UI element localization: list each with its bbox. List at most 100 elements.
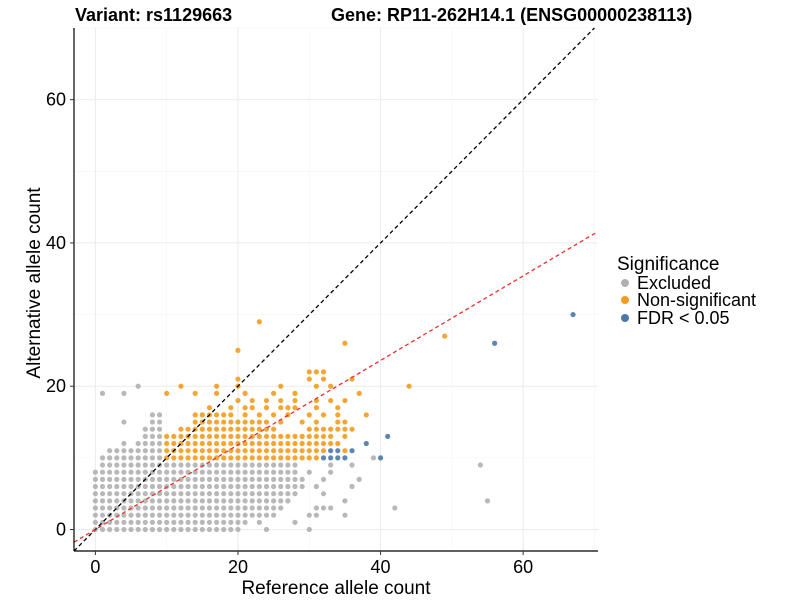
data-point-non-significant	[328, 440, 334, 447]
data-point-non-significant	[342, 397, 348, 404]
data-point-excluded	[149, 462, 156, 468]
data-point-non-significant	[206, 433, 213, 439]
data-point-excluded	[149, 426, 156, 432]
data-point-non-significant	[320, 448, 327, 454]
data-point-excluded	[171, 505, 177, 511]
data-point-excluded	[271, 469, 277, 475]
data-point-non-significant	[213, 426, 220, 432]
data-point-excluded	[228, 476, 234, 482]
data-point-excluded	[178, 469, 184, 475]
data-point-excluded	[242, 462, 248, 468]
data-point-excluded	[285, 462, 291, 468]
data-point-excluded	[171, 491, 177, 497]
data-point-non-significant	[199, 433, 205, 439]
data-point-non-significant	[171, 440, 177, 447]
data-point-non-significant	[299, 448, 305, 454]
data-point-excluded	[199, 498, 205, 504]
data-point-excluded	[199, 512, 205, 518]
data-point-non-significant	[285, 455, 291, 461]
data-point-excluded	[149, 512, 156, 518]
data-point-non-significant	[213, 383, 220, 389]
data-point-excluded	[142, 455, 148, 461]
data-point-non-significant	[199, 448, 205, 454]
data-point-excluded	[206, 476, 213, 482]
data-point-excluded	[306, 512, 312, 518]
data-point-non-significant	[242, 448, 248, 454]
data-point-excluded	[128, 512, 134, 518]
data-point-excluded	[149, 440, 156, 447]
data-point-non-significant	[178, 433, 184, 439]
data-point-excluded	[121, 491, 127, 497]
data-point-excluded	[92, 469, 98, 475]
x-tick-label: 60	[513, 557, 533, 577]
data-point-fdr-0-05	[328, 455, 334, 461]
data-point-excluded	[114, 491, 120, 497]
data-point-excluded	[285, 469, 291, 475]
data-point-non-significant	[221, 426, 227, 432]
data-point-excluded	[199, 526, 205, 533]
data-point-excluded	[249, 462, 255, 468]
data-point-excluded	[135, 440, 141, 447]
y-tick-label: 40	[46, 233, 66, 253]
data-point-non-significant	[228, 405, 234, 411]
data-point-excluded	[342, 512, 348, 518]
data-point-excluded	[228, 462, 234, 468]
data-point-non-significant	[342, 433, 348, 439]
data-point-excluded	[213, 483, 220, 490]
data-point-excluded	[242, 483, 248, 490]
data-point-excluded	[121, 469, 127, 475]
x-axis-title: Reference allele count	[241, 578, 431, 599]
data-point-excluded	[199, 476, 205, 482]
data-point-excluded	[271, 498, 277, 504]
data-point-excluded	[178, 476, 184, 482]
data-point-non-significant	[263, 397, 270, 404]
data-point-excluded	[221, 512, 227, 518]
data-point-excluded	[149, 455, 156, 461]
data-point-excluded	[228, 498, 234, 504]
data-point-non-significant	[342, 426, 348, 432]
data-point-non-significant	[256, 419, 262, 425]
data-point-excluded	[92, 483, 98, 490]
data-point-excluded	[149, 448, 156, 454]
data-point-excluded	[114, 448, 120, 454]
data-point-excluded	[156, 448, 163, 454]
data-point-excluded	[121, 476, 127, 482]
axis-ticks: 0 20 40 60 0 20 40 60	[46, 90, 533, 577]
data-point-excluded	[156, 526, 163, 533]
data-point-excluded	[320, 505, 327, 511]
data-point-excluded	[249, 512, 255, 518]
data-point-excluded	[178, 526, 184, 533]
data-point-excluded	[99, 483, 106, 490]
data-point-excluded	[206, 505, 213, 511]
data-point-excluded	[249, 483, 255, 490]
data-point-non-significant	[192, 440, 198, 447]
data-point-excluded	[149, 519, 156, 525]
data-point-excluded	[256, 519, 262, 525]
data-point-excluded	[185, 526, 191, 533]
data-point-non-significant	[313, 455, 319, 461]
data-point-non-significant	[285, 440, 291, 447]
data-point-non-significant	[285, 433, 291, 439]
data-point-excluded	[206, 526, 213, 533]
data-point-non-significant	[228, 448, 234, 454]
legend-title: Significance	[617, 254, 719, 275]
data-point-excluded	[178, 483, 184, 490]
data-point-excluded	[328, 462, 334, 468]
data-point-non-significant	[271, 455, 277, 461]
data-point-excluded	[206, 512, 213, 518]
y-tick-label: 20	[46, 376, 66, 396]
data-point-excluded	[256, 505, 262, 511]
data-point-non-significant	[335, 412, 341, 418]
data-point-non-significant	[256, 426, 262, 432]
data-point-excluded	[92, 512, 98, 518]
data-point-non-significant	[192, 412, 198, 418]
legend: Significance Excluded Non-significant FD…	[617, 254, 756, 328]
data-point-excluded	[370, 455, 377, 461]
data-point-non-significant	[213, 412, 220, 418]
data-point-non-significant	[256, 440, 262, 447]
data-point-non-significant	[271, 426, 277, 432]
data-point-non-significant	[199, 455, 205, 461]
data-point-non-significant	[299, 419, 305, 425]
data-point-excluded	[349, 483, 355, 490]
